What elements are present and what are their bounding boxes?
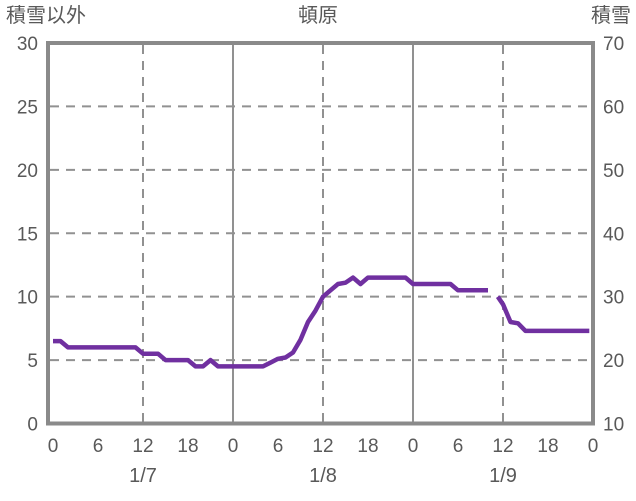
y-axis-left-tick-label: 10: [17, 288, 38, 309]
x-axis-date-label: 1/9: [489, 465, 517, 487]
y-axis-left-tick-label: 5: [27, 351, 38, 372]
x-axis-hour-label: 18: [537, 436, 558, 457]
x-axis-date-label: 1/8: [309, 465, 337, 487]
data-line: [53, 275, 590, 369]
y-axis-right-tick-label: 10: [603, 415, 624, 436]
x-axis-hour-label: 12: [492, 436, 513, 457]
right-axis-title: 積雪: [591, 5, 631, 27]
y-axis-left-tick-label: 30: [17, 34, 38, 55]
x-axis-hour-label: 0: [588, 436, 599, 457]
x-axis-hour-label: 6: [273, 436, 284, 457]
x-axis-date-label: 1/7: [129, 465, 157, 487]
y-axis-left-tick-label: 15: [17, 224, 38, 245]
x-axis-hour-label: 0: [48, 436, 59, 457]
left-axis-title: 積雪以外: [6, 5, 86, 27]
y-axis-right-tick-label: 50: [603, 161, 624, 182]
y-axis-right-tick-label: 60: [603, 97, 624, 118]
x-axis-hour-label: 18: [177, 436, 198, 457]
y-axis-right-tick-label: 70: [603, 34, 624, 55]
x-axis-hour-label: 0: [228, 436, 239, 457]
y-axis-left-tick-label: 25: [17, 97, 38, 118]
x-axis-hour-label: 18: [357, 436, 378, 457]
chart-title: 頓原: [298, 5, 338, 27]
chart-border: [46, 41, 595, 426]
x-axis-hour-label: 12: [132, 436, 153, 457]
y-axis-left-tick-label: 20: [17, 161, 38, 182]
x-axis-hour-label: 6: [453, 436, 464, 457]
y-axis-right-tick-label: 30: [603, 288, 624, 309]
x-axis-hour-label: 0: [408, 436, 419, 457]
x-axis-hour-label: 12: [312, 436, 333, 457]
y-axis-right-tick-label: 20: [603, 351, 624, 372]
y-axis-right-tick-label: 40: [603, 224, 624, 245]
y-axis-left-tick-label: 0: [27, 415, 38, 436]
x-axis-hour-label: 6: [93, 436, 104, 457]
